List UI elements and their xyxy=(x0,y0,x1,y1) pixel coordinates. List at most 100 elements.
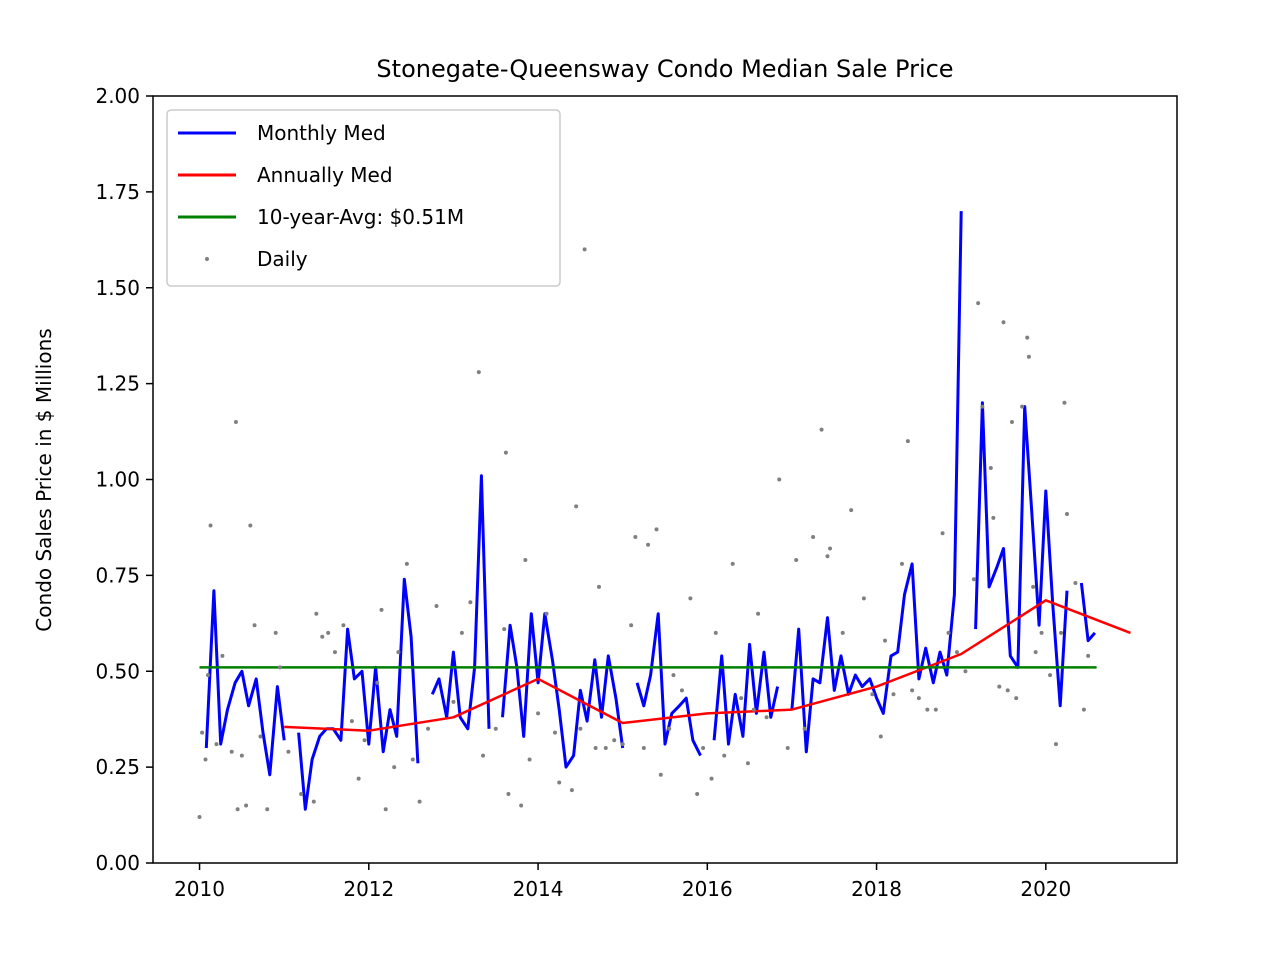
legend-daily-marker xyxy=(205,257,209,261)
monthly-med-line-segment xyxy=(1079,582,1097,643)
daily-point xyxy=(214,742,219,747)
daily-point xyxy=(671,673,676,678)
daily-point xyxy=(667,726,672,731)
daily-point xyxy=(200,730,205,735)
axes: 2010 2012 2014 2016 2018 2020 0.00 0.25 0.50 0.75… xyxy=(95,84,1178,901)
daily-point xyxy=(229,749,234,754)
daily-point xyxy=(552,730,557,735)
daily-point xyxy=(248,523,253,528)
y-tick-label: 0.25 xyxy=(95,755,140,779)
daily-point xyxy=(235,807,240,812)
daily-point xyxy=(1048,673,1053,678)
x-tick-label: 2020 xyxy=(1020,877,1071,901)
x-tick-label: 2012 xyxy=(343,877,394,901)
daily-point xyxy=(940,531,945,536)
daily-point xyxy=(1086,653,1091,658)
daily-point xyxy=(756,611,761,616)
daily-point xyxy=(417,799,422,804)
y-axis-label: Condo Sales Price in $ Millions xyxy=(32,328,56,631)
monthly-med-line-segment xyxy=(712,642,780,746)
daily-point xyxy=(811,535,816,540)
daily-point xyxy=(620,742,625,747)
daily-point xyxy=(1053,742,1058,747)
daily-point xyxy=(286,749,291,754)
daily-point xyxy=(730,561,735,566)
daily-point xyxy=(392,765,397,770)
x-tick-label: 2016 xyxy=(682,877,733,901)
legend-label: Daily xyxy=(257,247,308,271)
daily-point xyxy=(596,584,601,589)
daily-point xyxy=(828,546,833,551)
y-tick-label: 1.25 xyxy=(95,372,140,396)
daily-point xyxy=(980,404,985,409)
monthly-med-line-segment xyxy=(501,612,625,769)
y-tick-label: 1.75 xyxy=(95,180,140,204)
x-tick-label: 2018 xyxy=(851,877,902,901)
daily-point xyxy=(802,726,807,731)
daily-point xyxy=(519,803,524,808)
legend-label: 10-year-Avg: $0.51M xyxy=(257,205,464,229)
daily-point xyxy=(849,508,854,513)
daily-point xyxy=(1025,335,1030,340)
daily-point xyxy=(523,558,528,563)
daily-point xyxy=(208,523,213,528)
daily-point xyxy=(899,561,904,566)
daily-point xyxy=(722,753,727,758)
daily-point xyxy=(840,630,845,635)
legend-label: Monthly Med xyxy=(257,121,386,145)
daily-point xyxy=(451,699,456,704)
daily-point xyxy=(527,757,532,762)
daily-point xyxy=(569,788,574,793)
daily-point xyxy=(883,638,888,643)
y-tick-label: 0.50 xyxy=(95,659,140,683)
daily-point xyxy=(878,734,883,739)
daily-point xyxy=(434,604,439,609)
daily-point xyxy=(861,596,866,601)
chart-title: Stonegate-Queensway Condo Median Sale Pr… xyxy=(376,55,953,83)
monthly-med-line-segment xyxy=(430,474,491,731)
daily-point xyxy=(258,734,263,739)
daily-point xyxy=(459,630,464,635)
daily-point xyxy=(326,630,331,635)
daily-point xyxy=(574,504,579,509)
daily-point xyxy=(910,688,915,693)
daily-point xyxy=(764,715,769,720)
daily-point xyxy=(1026,354,1031,359)
daily-point xyxy=(203,757,208,762)
daily-point xyxy=(603,745,608,750)
daily-point xyxy=(299,791,304,796)
monthly-med-line-segment xyxy=(297,577,420,811)
daily-point xyxy=(925,707,930,712)
daily-point xyxy=(946,630,951,635)
daily-point xyxy=(954,650,959,655)
monthly-med-line-segment xyxy=(204,589,286,777)
daily-point xyxy=(819,427,824,432)
plot-area xyxy=(197,211,1131,819)
daily-point xyxy=(320,634,325,639)
daily-point xyxy=(311,799,316,804)
daily-point xyxy=(341,623,346,628)
daily-point xyxy=(612,738,617,743)
y-tick-label: 1.00 xyxy=(95,468,140,492)
daily-point xyxy=(557,780,562,785)
daily-point xyxy=(751,707,756,712)
daily-point xyxy=(633,535,638,540)
daily-point xyxy=(777,477,782,482)
daily-point xyxy=(503,450,508,455)
daily-point xyxy=(582,247,587,252)
daily-point xyxy=(1005,688,1010,693)
daily-point xyxy=(739,696,744,701)
daily-point xyxy=(971,577,976,582)
daily-point xyxy=(593,745,598,750)
daily-point xyxy=(1059,630,1064,635)
daily-point xyxy=(404,561,409,566)
daily-point xyxy=(502,627,507,632)
daily-point xyxy=(362,738,367,743)
daily-point xyxy=(1033,650,1038,655)
daily-point xyxy=(476,370,481,375)
daily-point xyxy=(468,600,473,605)
daily-point xyxy=(375,680,380,685)
daily-point xyxy=(493,726,498,731)
daily-point xyxy=(997,684,1002,689)
